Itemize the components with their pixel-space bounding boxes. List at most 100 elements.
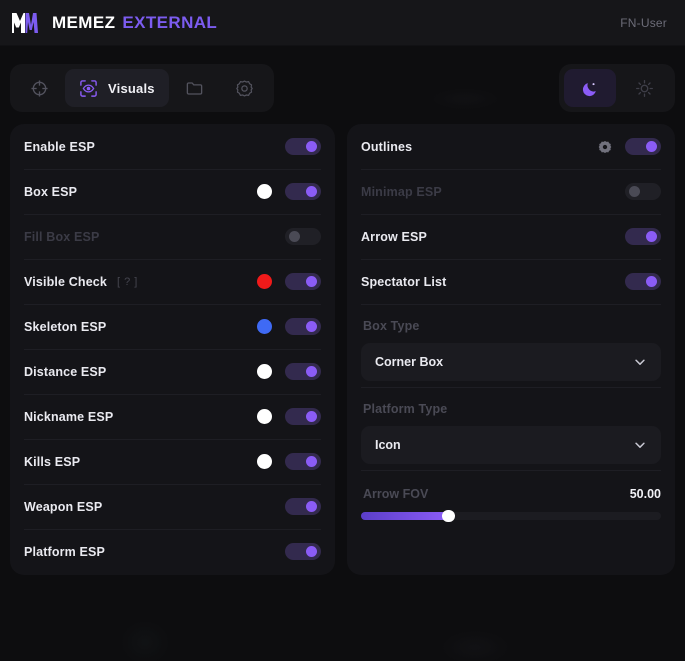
eye-scan-icon [80,79,97,97]
option-row-outlines[interactable]: Outlines [361,124,661,169]
brand: MEMEZ EXTERNAL [10,10,217,36]
row-label: Platform ESP [24,544,105,559]
color-swatch-skeleton-esp[interactable] [257,319,272,334]
row-controls [257,183,321,200]
row-controls [257,318,321,335]
row-label: Kills ESP [24,454,81,469]
crosshair-icon [30,79,48,97]
mw-monogram-logo [12,12,38,33]
toggle-knob [306,321,317,332]
arrow-fov-label: Arrow FOV [363,487,429,501]
toggle-kills-esp[interactable] [285,453,321,470]
toggle-outlines[interactable] [625,138,661,155]
tab-configs[interactable] [171,69,219,107]
row-label: Fill Box ESP [24,229,100,244]
row-controls [625,183,661,200]
toggle-knob [629,186,640,197]
background-artifact [440,630,510,661]
tab-visuals-label: Visuals [108,80,155,96]
box-type-value: Corner Box [375,355,444,369]
platform-type-value: Icon [375,438,401,452]
arrow-fov-slider[interactable] [361,510,661,522]
box-type-label: Box Type [363,319,420,333]
toggle-knob [306,276,317,287]
toggle-platform-esp[interactable] [285,543,321,560]
option-row-visible-check[interactable]: Visible Check [ ? ] [24,259,321,304]
row-label: Distance ESP [24,364,107,379]
row-controls [598,138,661,155]
background-artifact [430,88,500,110]
platform-type-label: Platform Type [363,402,448,416]
toggle-knob [306,141,317,152]
row-label: Arrow ESP [361,229,427,244]
field-arrow-fov: Arrow FOV 50.00 [361,470,661,522]
option-row-arrow-esp[interactable]: Arrow ESP [361,214,661,259]
row-label: Outlines [361,139,413,154]
color-swatch-box-esp[interactable] [257,184,272,199]
row-label: Enable ESP [24,139,95,154]
option-row-distance-esp[interactable]: Distance ESP [24,349,321,394]
main-toolbar: Visuals [10,64,274,112]
option-row-kills-esp[interactable]: Kills ESP [24,439,321,484]
row-controls [285,138,321,155]
help-hint[interactable]: [ ? ] [117,275,138,288]
toggle-knob [306,186,317,197]
toggle-knob [646,231,657,242]
tab-aimbot[interactable] [15,69,63,107]
option-row-minimap-esp[interactable]: Minimap ESP [361,169,661,214]
chevron-down-icon [635,359,645,365]
toggle-weapon-esp[interactable] [285,498,321,515]
option-row-enable-esp[interactable]: Enable ESP [24,124,321,169]
brand-title: MEMEZ EXTERNAL [52,13,217,33]
toggle-nickname-esp[interactable] [285,408,321,425]
toggle-knob [306,546,317,557]
option-row-spectator-list[interactable]: Spectator List [361,259,661,304]
field-platform-type: Platform Type Icon [361,387,661,470]
brand-name-accent: EXTERNAL [122,12,218,32]
tab-visuals[interactable]: Visuals [65,69,169,107]
row-label: Box ESP [24,184,78,199]
toggle-distance-esp[interactable] [285,363,321,380]
toggle-knob [289,231,300,242]
color-swatch-nickname-esp[interactable] [257,409,272,424]
slider-fill [361,512,448,520]
visuals-left-panel: Enable ESP Box ESP Fill Box ESP Visible … [10,124,335,575]
toggle-minimap-esp[interactable] [625,183,661,200]
option-row-platform-esp[interactable]: Platform ESP [24,529,321,574]
theme-light-button[interactable] [618,69,670,107]
gear-icon[interactable] [598,140,612,154]
toggle-fill-box-esp[interactable] [285,228,321,245]
toggle-spectator-list[interactable] [625,273,661,290]
box-type-select[interactable]: Corner Box [361,343,661,381]
slider-thumb[interactable] [442,510,455,522]
row-label: Nickname ESP [24,409,114,424]
toggle-arrow-esp[interactable] [625,228,661,245]
option-row-fill-box-esp[interactable]: Fill Box ESP [24,214,321,259]
color-swatch-visible-check[interactable] [257,274,272,289]
color-swatch-kills-esp[interactable] [257,454,272,469]
chevron-down-icon [635,442,645,448]
row-controls [285,228,321,245]
row-controls [625,273,661,290]
toggle-knob [646,141,657,152]
theme-dark-button[interactable] [564,69,616,107]
toggle-box-esp[interactable] [285,183,321,200]
toggle-skeleton-esp[interactable] [285,318,321,335]
option-row-skeleton-esp[interactable]: Skeleton ESP [24,304,321,349]
toggle-knob [306,456,317,467]
row-controls [257,453,321,470]
toggle-enable-esp[interactable] [285,138,321,155]
option-row-nickname-esp[interactable]: Nickname ESP [24,394,321,439]
option-row-weapon-esp[interactable]: Weapon ESP [24,484,321,529]
sun-icon [635,79,653,97]
tab-settings[interactable] [221,69,269,107]
option-row-box-esp[interactable]: Box ESP [24,169,321,214]
row-controls [625,228,661,245]
row-label: Visible Check [24,274,108,289]
row-controls [285,543,321,560]
folder-icon [186,81,203,95]
color-swatch-distance-esp[interactable] [257,364,272,379]
toggle-visible-check[interactable] [285,273,321,290]
row-label: Minimap ESP [361,184,442,199]
platform-type-select[interactable]: Icon [361,426,661,464]
